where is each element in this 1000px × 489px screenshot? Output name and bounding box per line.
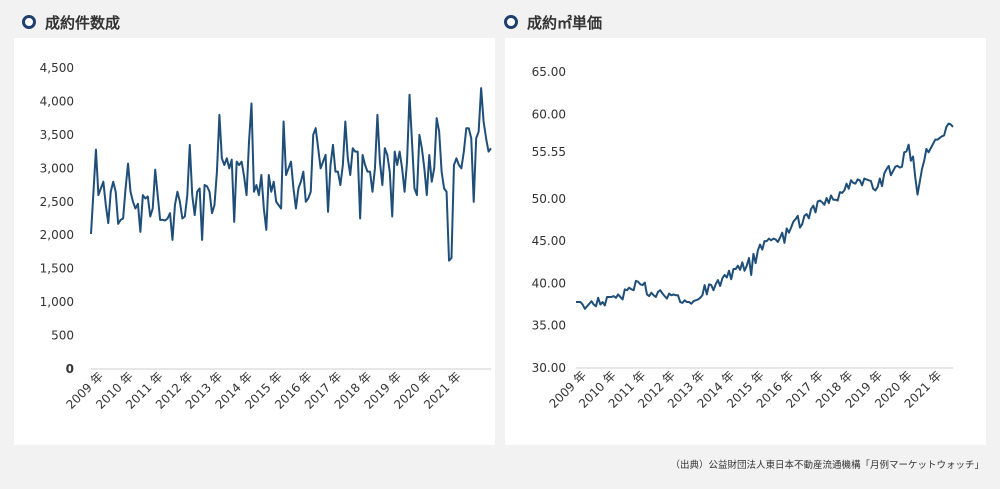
y-tick-label: 50.00 — [532, 192, 566, 206]
series-line — [576, 122, 954, 310]
y-tick-label: 60.00 — [532, 107, 566, 121]
chart-panel-transactions: 0 500 1,000 1,500 2,000 2,500 3,000 3,500 4,000 4… — [14, 38, 495, 445]
y-tick-label: 3,500 — [40, 128, 74, 142]
y-tick-label: 55.55 — [532, 145, 566, 159]
chart-transactions: 0 500 1,000 1,500 2,000 2,500 3,000 3,500 4,000 4… — [40, 61, 492, 412]
y-tick-label: 3,000 — [40, 161, 74, 175]
y-tick-label: 1,500 — [40, 262, 74, 276]
series-line — [90, 87, 492, 262]
y-tick-label: 0 — [66, 362, 74, 376]
y-tick-label: 4,000 — [40, 94, 74, 108]
y-tick-label: 30.00 — [532, 361, 566, 375]
bullet-circle-icon — [504, 15, 518, 29]
chart-unit-price: 30.00 35.00 40.00 45.00 50.00 55.55 60.00 65.00… — [532, 65, 954, 411]
y-tick-label: 500 — [51, 329, 74, 343]
chart-panel-unit-price: 30.00 35.00 40.00 45.00 50.00 55.55 60.00 65.00… — [505, 38, 986, 445]
chart-title-unit-price: 成約㎡単価 — [504, 11, 602, 33]
chart-title-transactions: 成約件数成 — [22, 11, 120, 33]
y-tick-label: 2,000 — [40, 228, 74, 242]
bullet-circle-icon — [22, 15, 36, 29]
y-tick-label: 35.00 — [532, 319, 566, 333]
y-tick-label: 4,500 — [40, 61, 74, 75]
y-tick-label: 65.00 — [532, 65, 566, 79]
source-note: （出典）公益財団法人東日本不動産流通機構「月例マーケットウォッチ」 — [670, 460, 984, 471]
y-tick-label: 45.00 — [532, 234, 566, 248]
chart-title-text: 成約㎡単価 — [527, 13, 603, 32]
y-tick-label: 2,500 — [40, 195, 74, 209]
y-tick-label: 40.00 — [532, 276, 566, 290]
y-tick-label: 1,000 — [40, 295, 74, 309]
chart-title-text: 成約件数成 — [45, 13, 121, 32]
